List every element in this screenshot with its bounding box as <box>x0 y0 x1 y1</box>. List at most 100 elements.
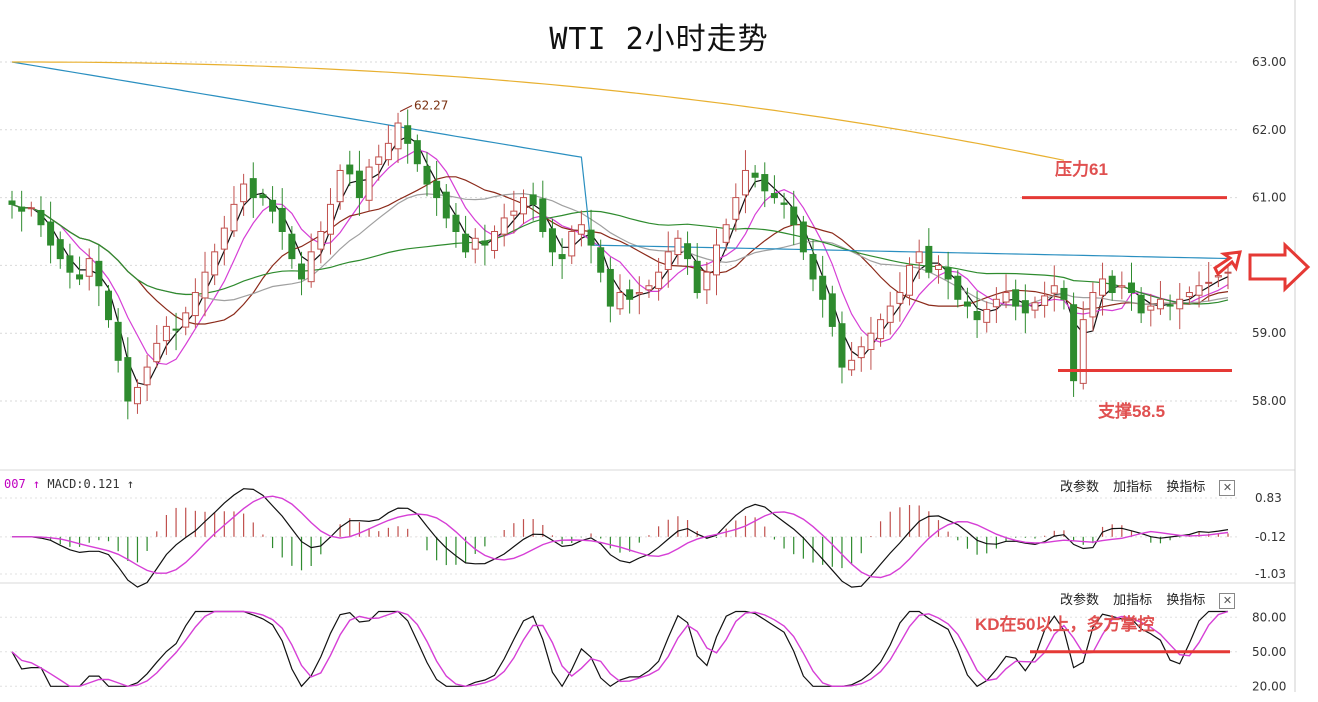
price-tick-label: 58.00 <box>1252 394 1286 408</box>
ma-line-black <box>11 135 1229 386</box>
candle-down <box>799 221 807 253</box>
candle-down <box>954 275 962 300</box>
candle-down <box>124 357 132 402</box>
macd-dif-line <box>12 488 1229 588</box>
candle-down <box>963 301 971 307</box>
candle-down <box>1137 294 1145 314</box>
candle-down <box>684 243 692 260</box>
candle-down <box>413 140 421 165</box>
candle-up <box>645 285 653 291</box>
candle-up <box>674 237 682 256</box>
candle-down <box>66 255 74 273</box>
candle-down <box>288 233 296 260</box>
candle-up <box>1041 295 1049 306</box>
candle-up <box>27 207 35 210</box>
switch-indicator-button[interactable]: 换指标 <box>1166 593 1206 608</box>
candle-down <box>925 245 933 273</box>
candle-up <box>220 227 228 250</box>
candle-down <box>790 206 798 226</box>
candle-down <box>1021 300 1029 314</box>
candle-down <box>558 254 566 260</box>
candle-down <box>973 311 981 321</box>
high-value-label: 62.27 <box>414 98 448 112</box>
candle-up <box>616 292 624 310</box>
candle-down <box>346 164 354 175</box>
ma-line-blue <box>11 61 1229 260</box>
candle-down <box>298 263 306 280</box>
candle-up <box>394 122 402 150</box>
candle-down <box>18 206 26 212</box>
candle-down <box>56 239 64 260</box>
candle-up <box>906 264 914 296</box>
change-params-button[interactable]: 改参数 <box>1060 480 1100 495</box>
candle-up <box>153 342 161 363</box>
candle-down <box>548 228 556 253</box>
add-indicator-button[interactable]: 加指标 <box>1113 593 1153 608</box>
candle-up <box>510 210 518 216</box>
switch-indicator-button[interactable]: 换指标 <box>1166 480 1206 495</box>
candle-up <box>732 197 740 220</box>
candle-down <box>1127 282 1135 294</box>
candle-down <box>105 290 113 321</box>
candlestick-series <box>8 109 1232 420</box>
high-pointer <box>399 105 413 112</box>
close-icon[interactable]: ✕ <box>1219 479 1236 496</box>
candle-up <box>211 251 219 276</box>
candle-down <box>1108 275 1116 294</box>
price-tick-label: 61.00 <box>1252 191 1286 205</box>
macd-panel-toolbar: 改参数 加指标 换指标 ✕ <box>1060 476 1245 496</box>
candle-up <box>857 346 865 359</box>
candle-up <box>365 166 373 201</box>
candle-up <box>384 142 392 161</box>
candle-down <box>1012 289 1020 307</box>
candle-down <box>751 172 759 178</box>
close-icon[interactable]: ✕ <box>1219 592 1236 609</box>
candle-up <box>1031 302 1039 311</box>
candle-up <box>143 366 151 386</box>
candle-down <box>838 323 846 368</box>
candle-up <box>500 217 508 235</box>
candle-down <box>47 221 55 246</box>
candle-up <box>1185 292 1193 298</box>
candle-down <box>539 198 547 232</box>
candle-up <box>877 319 885 340</box>
candle-down <box>597 247 605 273</box>
candle-down <box>433 180 441 199</box>
change-params-button[interactable]: 改参数 <box>1060 593 1100 608</box>
candle-down <box>693 260 701 294</box>
ma-line-magenta <box>11 148 1229 365</box>
macd-header: 007 ↑ MACD:0.121 ↑ <box>4 477 134 491</box>
candle-up <box>491 231 499 251</box>
up-arrow-icon: ↑ <box>126 477 135 491</box>
price-tick-label: 59.00 <box>1252 326 1286 340</box>
macd-tick-label: -0.12 <box>1255 530 1286 544</box>
candle-up <box>741 169 749 196</box>
candle-up <box>664 251 672 270</box>
kd-tick-label: 20.00 <box>1252 679 1286 693</box>
candle-down <box>809 254 817 280</box>
candle-up <box>1214 275 1222 278</box>
up-arrow-icon: ↑ <box>32 477 41 491</box>
candle-up <box>336 169 344 203</box>
candle-down <box>606 268 614 307</box>
candle-down <box>462 233 470 253</box>
macd-prefix: 007 <box>4 477 26 491</box>
up-right-arrow-icon <box>1213 250 1242 277</box>
candle-down <box>780 202 788 205</box>
candle-up <box>1195 285 1203 296</box>
add-indicator-button[interactable]: 加指标 <box>1113 480 1153 495</box>
kd-panel <box>11 610 1229 688</box>
candle-down <box>76 274 84 280</box>
candle-down <box>770 193 778 199</box>
candle-down <box>249 178 257 199</box>
candle-up <box>983 308 991 323</box>
candle-down <box>481 240 489 246</box>
candle-down <box>404 125 412 144</box>
annotation-overlay: 62.27 <box>399 98 1311 654</box>
kd-panel-toolbar: 改参数 加指标 换指标 ✕ <box>1060 589 1245 609</box>
chart-grid <box>0 0 1296 692</box>
candle-up <box>307 251 315 283</box>
candle-up <box>240 183 248 203</box>
candle-up <box>1176 298 1184 310</box>
